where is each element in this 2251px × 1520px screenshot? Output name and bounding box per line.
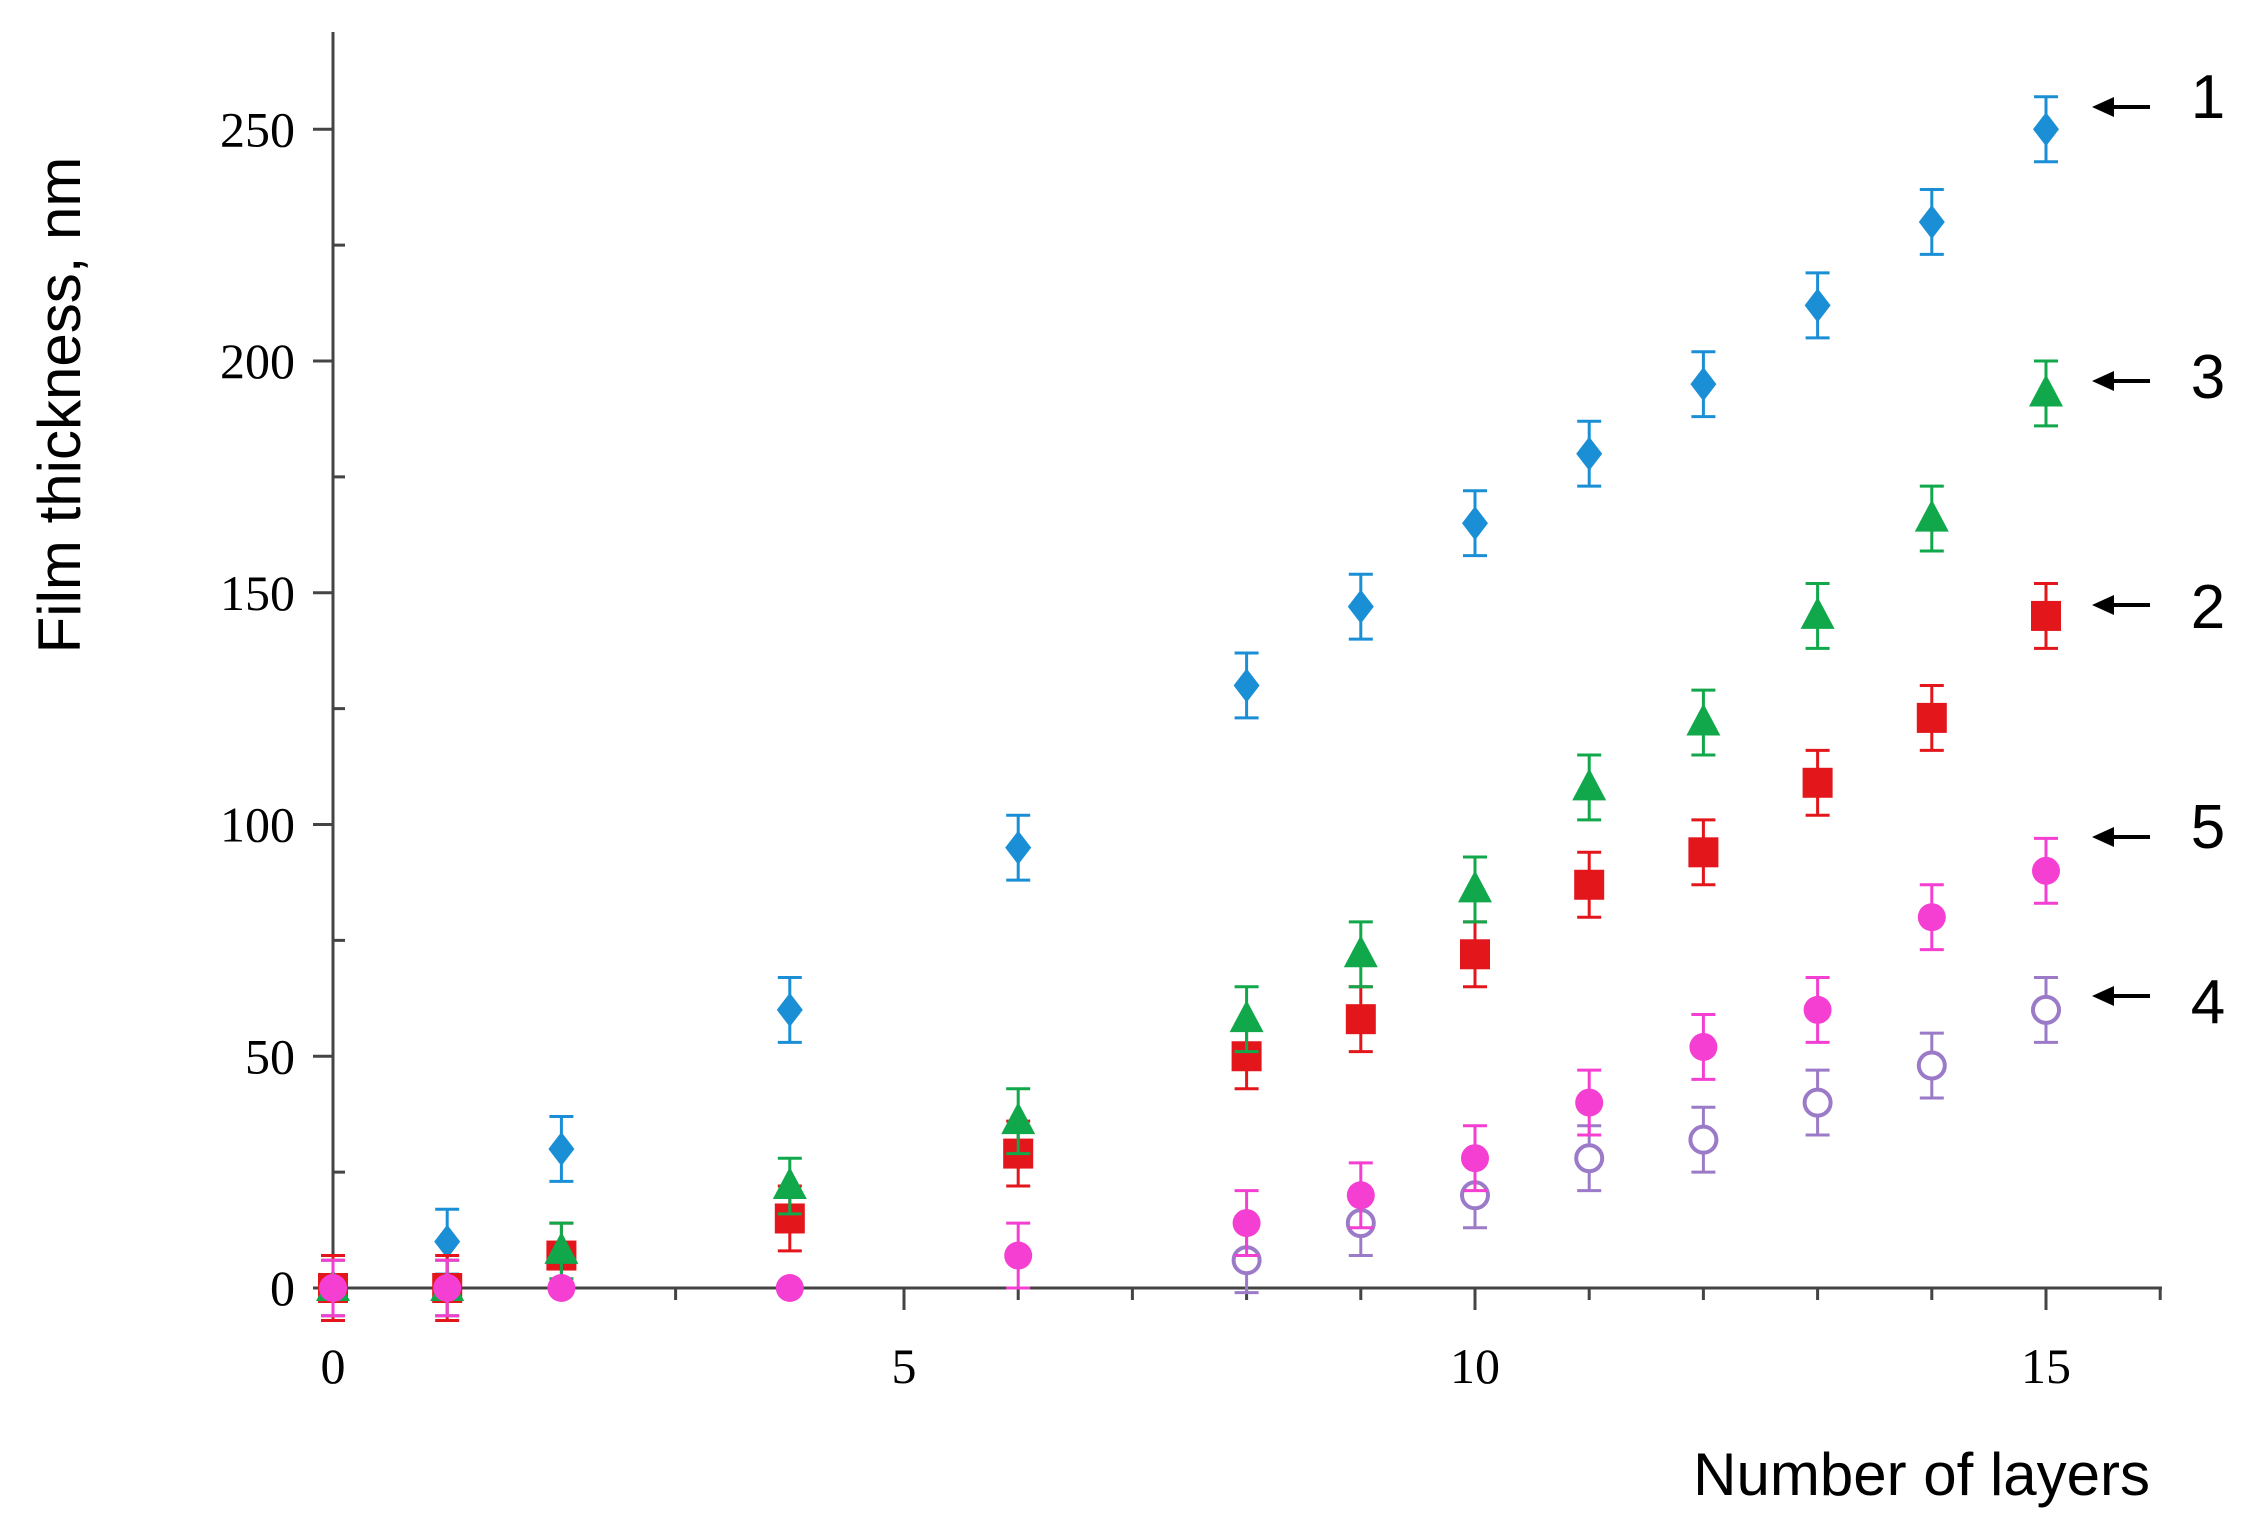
y-tick-label: 0 — [270, 1260, 295, 1316]
data-point — [1004, 1241, 1033, 1270]
data-point — [2033, 112, 2059, 147]
series-2 — [318, 581, 2061, 1322]
series-label-2: 2 — [2092, 573, 2225, 642]
data-point — [1918, 204, 1945, 239]
series-label-5: 5 — [2092, 793, 2225, 862]
data-point — [1914, 499, 1949, 532]
x-tick-label: 0 — [321, 1338, 346, 1394]
tick-labels: 0 50 100 150 200 250 0 5 10 15 — [220, 101, 2071, 1394]
data-point — [1690, 367, 1717, 402]
y-tick-label: 200 — [220, 333, 295, 389]
series-label-4: 4 — [2092, 968, 2225, 1037]
series-label-text: 2 — [2191, 573, 2225, 642]
data-point — [776, 992, 803, 1027]
series-labels: 1 2 3 4 5 — [2092, 63, 2225, 1037]
data-point — [1689, 1032, 1718, 1061]
data-point — [1346, 1181, 1375, 1210]
series-label-text: 1 — [2191, 63, 2225, 132]
label-arrow-head — [2092, 595, 2114, 615]
data-point — [1688, 1124, 1719, 1155]
data-point — [2031, 994, 2061, 1025]
series-3 — [316, 359, 2063, 1318]
data-point — [1802, 767, 1833, 798]
data-point — [1916, 1050, 1947, 1081]
data-point — [434, 1224, 461, 1259]
data-point — [1458, 870, 1492, 903]
data-point — [1347, 589, 1374, 624]
label-arrow-head — [2092, 986, 2114, 1006]
y-tick-label: 250 — [220, 101, 295, 157]
y-tick-label: 100 — [220, 797, 295, 853]
x-tick-label: 5 — [892, 1338, 917, 1394]
label-arrow-head — [2092, 371, 2114, 391]
data-point — [1574, 1143, 1605, 1174]
data-point — [1229, 1000, 1264, 1033]
y-axis-title: Film thickness, nm — [26, 157, 93, 654]
data-point — [1001, 1102, 1036, 1135]
data-point — [433, 1274, 462, 1302]
data-point — [2029, 374, 2063, 407]
label-arrow-head — [2092, 827, 2114, 847]
data-point — [544, 1231, 579, 1264]
data-point — [775, 1274, 804, 1302]
data-point — [1686, 703, 1721, 736]
data-point — [1572, 768, 1607, 801]
series-layer — [316, 95, 2063, 1322]
data-point — [1233, 668, 1260, 703]
series-label-3: 3 — [2092, 343, 2225, 412]
data-point — [1576, 436, 1603, 471]
x-tick-label: 15 — [2021, 1338, 2071, 1394]
label-arrow-head — [2092, 97, 2114, 117]
data-point — [1345, 1004, 1376, 1035]
data-point — [1800, 596, 1835, 629]
x-tick-label: 10 — [1450, 1338, 1500, 1394]
data-point — [1574, 869, 1605, 900]
data-point — [1916, 702, 1947, 733]
data-point — [2032, 856, 2060, 885]
data-point — [319, 1274, 347, 1302]
series-1 — [320, 95, 2059, 1322]
data-point — [1917, 903, 1946, 932]
x-axis-title: Number of layers — [1693, 1441, 2150, 1508]
data-point — [1461, 1144, 1489, 1173]
data-point — [1005, 830, 1032, 865]
data-point — [2031, 600, 2061, 631]
series-label-text: 4 — [2191, 968, 2225, 1037]
tick-marks — [313, 127, 2162, 1310]
series-label-text: 5 — [2191, 793, 2225, 862]
data-point — [1575, 1088, 1604, 1117]
series-label-text: 3 — [2191, 343, 2225, 412]
data-point — [1462, 506, 1488, 541]
data-point — [547, 1274, 576, 1302]
series-label-1: 1 — [2092, 63, 2225, 132]
y-tick-label: 150 — [220, 565, 295, 621]
y-tick-label: 50 — [245, 1028, 295, 1084]
data-point — [1232, 1209, 1261, 1238]
data-point — [1803, 995, 1832, 1024]
data-point — [1802, 1087, 1833, 1118]
data-point — [1688, 837, 1719, 868]
data-point — [772, 1167, 807, 1200]
data-point — [1804, 288, 1831, 323]
series-5 — [319, 836, 2060, 1318]
data-point — [1343, 935, 1378, 968]
data-point — [548, 1131, 575, 1166]
data-point — [1460, 939, 1490, 970]
